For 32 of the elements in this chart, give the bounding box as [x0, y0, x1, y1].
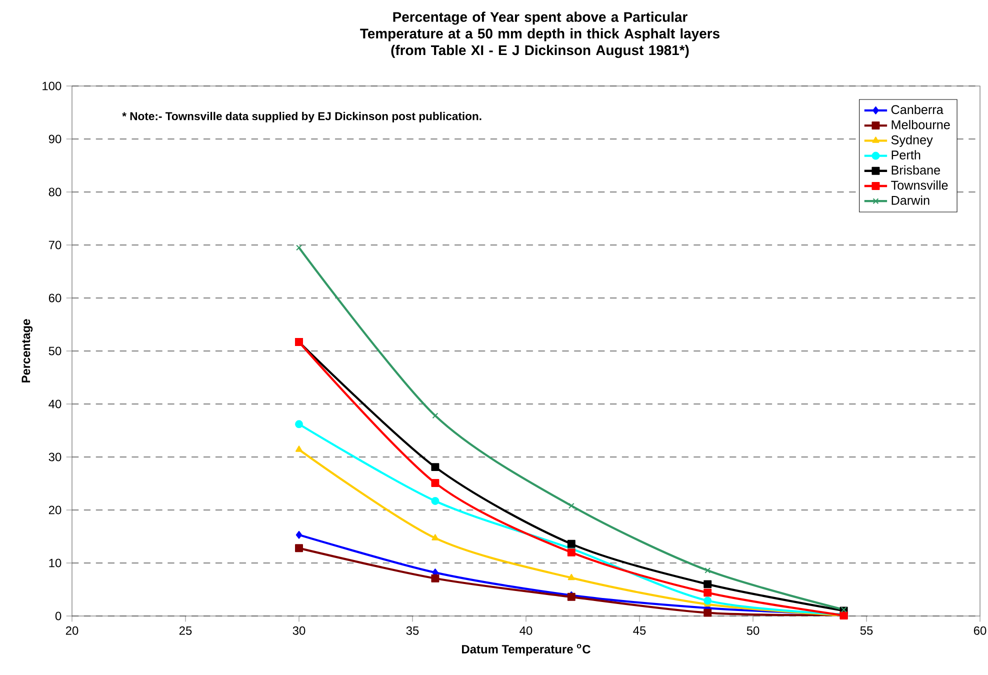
y-tick-label: 100	[42, 82, 62, 90]
x-tick-label: 25	[179, 626, 192, 635]
x-tick-label: 55	[860, 626, 873, 635]
chart-title: Percentage of Year spent above a Particular Temperature at a 50 mm depth in thick Asphalt layers	[360, 12, 720, 42]
x-tick-label: 45	[633, 626, 646, 635]
x-tick-label: 20	[66, 626, 78, 635]
legend-label: Canberra	[891, 104, 944, 114]
y-axis-title: Percentage	[22, 319, 33, 382]
y-tick-label: 40	[48, 400, 62, 408]
x-axis-title: Datum Temperature $^{o}$C	[462, 644, 590, 656]
y-tick-label: 10	[49, 558, 62, 568]
legend-label: Darwin	[892, 196, 930, 205]
x-tick-label: 50	[746, 626, 760, 635]
x-tick-label: 60	[974, 626, 986, 635]
y-tick-label: 70	[48, 240, 62, 250]
legend-label: Perth	[892, 150, 920, 160]
legend-label: Melbourne	[892, 120, 950, 130]
x-tick-label: 35	[406, 626, 419, 635]
legend-label: Townsville	[891, 180, 948, 190]
y-tick-label: 80	[48, 188, 62, 196]
chart-subtitle: (from Table XI - E J Dickinson August 1981*)	[391, 44, 689, 58]
y-tick-label: 90	[48, 134, 62, 144]
annotation: * Note:- Townsville data supplied by EJ Dickinson post publication.	[122, 112, 482, 122]
y-tick-label: 30	[48, 452, 62, 462]
x-tick-label: 30	[292, 626, 306, 635]
legend-label: Sydney	[891, 135, 933, 147]
legend-label: Brisbane	[892, 165, 940, 175]
y-tick-label: 50	[48, 346, 62, 356]
y-tick-label: 0	[55, 612, 62, 620]
y-tick-label: 60	[48, 294, 62, 302]
x-tick-label: 40	[520, 626, 532, 635]
y-tick-label: 20	[48, 506, 62, 514]
